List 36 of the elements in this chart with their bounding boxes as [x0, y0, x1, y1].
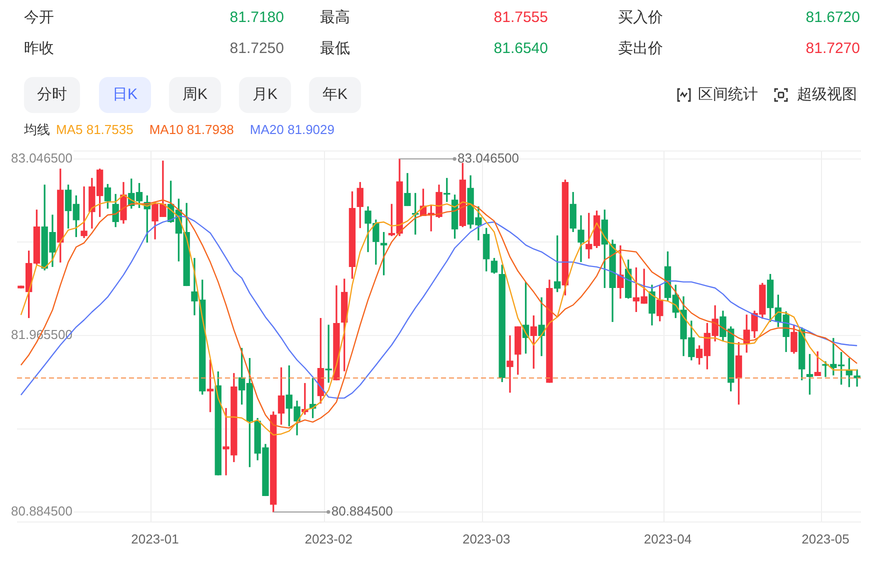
text: 超级视图: [797, 86, 857, 104]
annotation: 80.884500: [331, 504, 393, 519]
text: 卖出价: [618, 40, 663, 58]
text: MA10 81.7938: [149, 122, 234, 137]
text: 81.6540: [494, 40, 548, 58]
x-tick-label: 2023-05: [802, 531, 850, 546]
y-tick-label: 80.884500: [11, 504, 72, 519]
candlestick: [325, 324, 332, 383]
candlestick: [80, 186, 88, 238]
text: 81.7270: [806, 40, 860, 58]
text: 今开: [24, 9, 54, 27]
text: 区间统计: [698, 86, 758, 104]
text: 月K: [239, 77, 291, 113]
candlestick: [538, 297, 545, 356]
text: 最高: [320, 9, 350, 27]
text: 买入价: [618, 9, 663, 27]
x-tick-label: 2023-01: [131, 531, 179, 546]
text: 81.7555: [494, 9, 548, 27]
text: 周K: [169, 77, 221, 113]
text: MA20 81.9029: [250, 122, 334, 137]
x-tick-label: 2023-03: [462, 531, 510, 546]
text: 年K: [309, 77, 361, 113]
text: 最低: [320, 40, 350, 58]
annotation: 83.046500: [458, 150, 520, 166]
text: MA5 81.7535: [56, 122, 134, 137]
text: 日K: [99, 77, 151, 113]
legend-title: 均线: [24, 122, 50, 137]
text: 81.6720: [806, 9, 860, 27]
y-tick-label: 83.046500: [11, 150, 72, 166]
x-tick-label: 2023-02: [304, 531, 352, 546]
text: 81.7250: [230, 40, 284, 58]
text: 昨收: [24, 40, 54, 58]
candlestick: [506, 335, 514, 393]
text: 分时: [24, 77, 80, 113]
x-tick-label: 2023-04: [644, 531, 692, 546]
text: 81.7180: [230, 9, 284, 27]
